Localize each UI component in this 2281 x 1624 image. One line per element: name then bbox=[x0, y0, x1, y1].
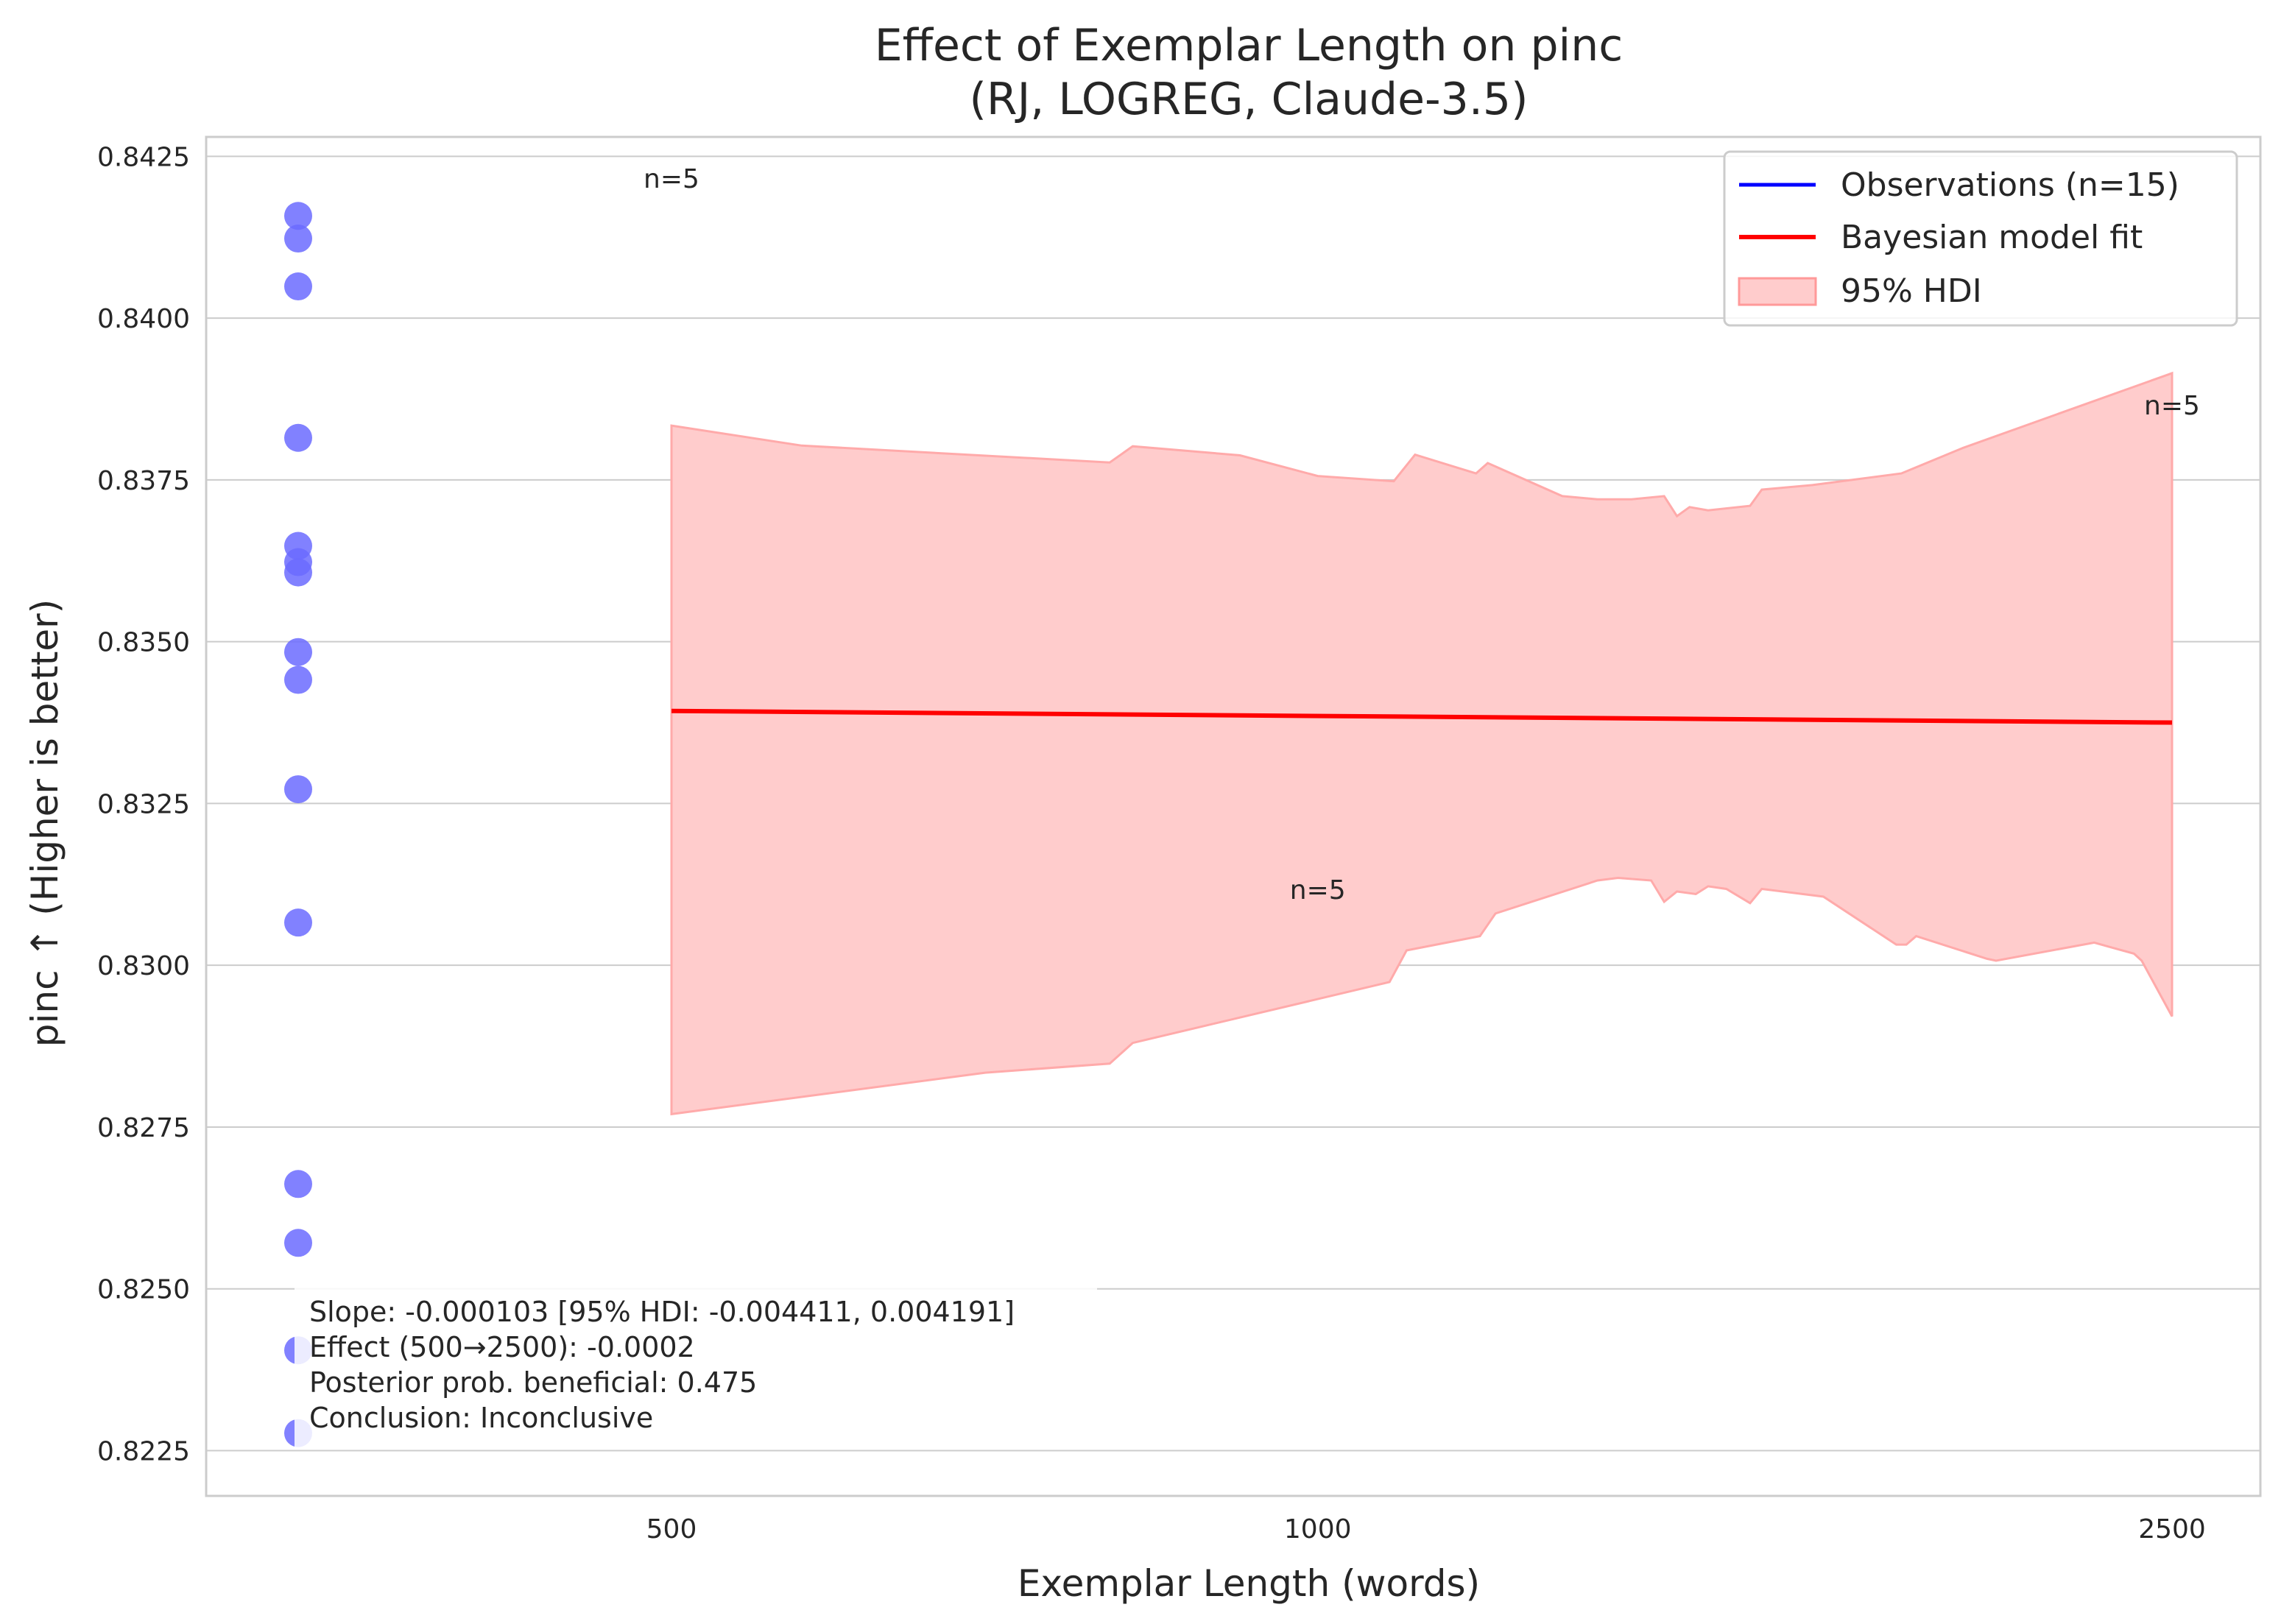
legend-observations-label: Observations (n=15) bbox=[1841, 166, 2179, 204]
y-tick-label: 0.8350 bbox=[97, 628, 190, 658]
stats-posterior: Posterior prob. beneficial: 0.475 bbox=[309, 1366, 757, 1399]
axes-spines bbox=[205, 135, 2262, 1497]
observation-point bbox=[284, 272, 312, 301]
x-tick-label: 2500 bbox=[2138, 1514, 2206, 1544]
hdi-band bbox=[670, 371, 2174, 1116]
x-tick-labels: 500 1000 2500 bbox=[646, 1514, 2206, 1544]
chart-title: Effect of Exemplar Length on pinc bbox=[875, 20, 1623, 71]
observation-point bbox=[284, 1229, 312, 1257]
observation-point bbox=[284, 666, 312, 694]
stats-effect: Effect (500→2500): -0.0002 bbox=[309, 1331, 695, 1363]
legend-fit-label: Bayesian model fit bbox=[1841, 219, 2143, 256]
stats-conclusion: Conclusion: Inconclusive bbox=[309, 1402, 653, 1434]
y-tick-label: 0.8275 bbox=[97, 1113, 190, 1143]
n-annotation: n=5 bbox=[1290, 875, 1346, 905]
plot-frame bbox=[205, 135, 2262, 1497]
n-annotation: n=5 bbox=[2144, 391, 2200, 421]
observation-point bbox=[284, 775, 312, 804]
legend-frame bbox=[1723, 150, 2238, 327]
n-annotation: n=5 bbox=[644, 164, 699, 194]
y-tick-label: 0.8375 bbox=[97, 466, 190, 496]
stats-box: Slope: -0.000103 [95% HDI: -0.004411, 0.… bbox=[295, 1287, 1097, 1449]
x-tick-label: 500 bbox=[646, 1514, 697, 1544]
x-axis-label: Exemplar Length (words) bbox=[1018, 1562, 1480, 1605]
observation-point bbox=[284, 202, 312, 230]
fit-line-layer bbox=[671, 708, 2173, 725]
y-tick-labels: 0.8225 0.8250 0.8275 0.8300 0.8325 0.8350 0.83… bbox=[97, 142, 190, 1466]
observation-point bbox=[284, 225, 312, 253]
observation-point bbox=[284, 558, 312, 587]
stats-box-background bbox=[295, 1287, 1097, 1449]
hdi-band-layer bbox=[670, 371, 2174, 1116]
y-axis-label: pinc ↑ (Higher is better) bbox=[24, 599, 66, 1048]
y-tick-label: 0.8400 bbox=[97, 304, 190, 334]
chart-subtitle: (RJ, LOGREG, Claude-3.5) bbox=[969, 74, 1528, 125]
y-tick-label: 0.8325 bbox=[97, 789, 190, 819]
y-tick-label: 0.8300 bbox=[97, 951, 190, 981]
y-tick-label: 0.8425 bbox=[97, 142, 190, 172]
legend-hdi-swatch bbox=[1738, 277, 1817, 306]
observation-point bbox=[284, 638, 312, 666]
observation-point bbox=[284, 1170, 312, 1198]
observation-point bbox=[284, 908, 312, 937]
observation-point bbox=[284, 423, 312, 452]
fit-line bbox=[671, 708, 2173, 725]
annotations-layer: n=5 n=5 n=5 bbox=[644, 164, 2200, 905]
x-tick-label: 1000 bbox=[1284, 1514, 1352, 1544]
y-tick-label: 0.8225 bbox=[97, 1436, 190, 1466]
y-tick-label: 0.8250 bbox=[97, 1275, 190, 1305]
legend: Observations (n=15) Bayesian model fit 9… bbox=[1723, 150, 2238, 327]
plot-area: n=5 n=5 n=5 bbox=[205, 135, 2262, 1497]
stats-slope: Slope: -0.000103 [95% HDI: -0.004411, 0.… bbox=[309, 1296, 1015, 1328]
legend-hdi-label: 95% HDI bbox=[1841, 272, 1982, 310]
